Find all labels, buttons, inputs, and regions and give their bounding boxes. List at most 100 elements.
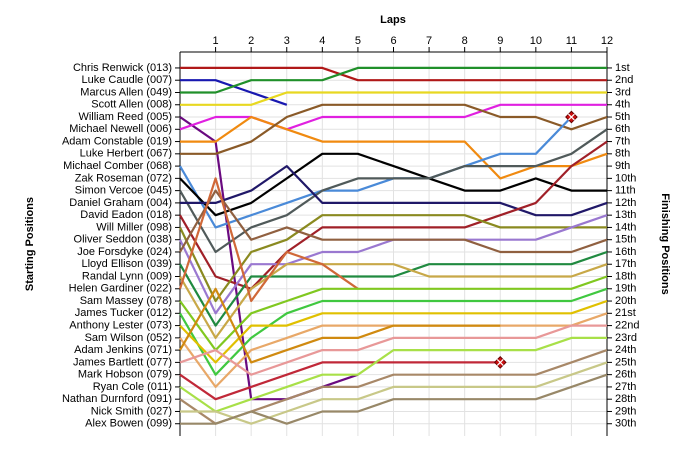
y2-tick-label: 3rd	[615, 86, 631, 98]
starting-label: Nathan Durnford (091)	[62, 393, 172, 405]
driver-line	[179, 336, 607, 413]
x-tick-label: 3	[284, 35, 290, 47]
retired-cross	[567, 113, 575, 121]
starting-label: William Reed (005)	[78, 111, 172, 123]
y2-tick-label: 5th	[615, 111, 630, 123]
retired-cross	[496, 358, 504, 366]
y2-tick-label: 26th	[615, 369, 636, 381]
starting-label: Chris Renwick (013)	[73, 62, 172, 74]
y2-tick-label: 12th	[615, 197, 636, 209]
y2-tick-label: 22nd	[615, 319, 639, 331]
starting-label: Michael Newell (006)	[69, 123, 172, 135]
y2-tick-label: 29th	[615, 405, 636, 417]
starting-label: Randal Lynn (009)	[82, 270, 172, 282]
starting-label: Joe Forsdyke (024)	[77, 246, 172, 258]
starting-label: James Tucker (012)	[75, 307, 172, 319]
starting-label: David Eadon (018)	[80, 209, 172, 221]
driver-line	[179, 152, 607, 217]
starting-label: Nick Smith (027)	[91, 405, 172, 417]
driver-line	[180, 91, 607, 106]
y2-tick-label: 24th	[615, 344, 636, 356]
driver-line	[179, 299, 608, 364]
driver-line	[179, 324, 607, 376]
y2-tick-label: 10th	[615, 172, 636, 184]
starting-label: Sam Wilson (052)	[85, 332, 172, 344]
driver-line	[180, 66, 607, 82]
x-tick-label: 11	[566, 35, 577, 47]
y2-tick-label: 28th	[615, 393, 636, 405]
driver-line	[180, 66, 607, 94]
x-tick-label: 5	[355, 35, 361, 47]
y2-tick-label: 8th	[615, 148, 630, 160]
driver-line	[179, 250, 608, 327]
driver-line	[179, 287, 608, 376]
driver-line	[179, 128, 608, 254]
y2-tick-label: 25th	[615, 356, 636, 368]
driver-line	[178, 177, 359, 303]
chart-title: Laps	[380, 14, 406, 26]
y2-tick-label: 23rd	[615, 332, 637, 344]
driver-line	[179, 287, 501, 364]
x-tick-label: 6	[390, 35, 396, 47]
y2-tick-label: 18th	[615, 270, 636, 282]
starting-label: Sam Massey (078)	[80, 295, 172, 307]
x-tick-label: 12	[601, 35, 613, 47]
y2-tick-label: 16th	[615, 246, 636, 258]
starting-label: Mark Hobson (079)	[78, 369, 172, 381]
y2-tick-label: 17th	[615, 258, 636, 270]
y2-tick-label: 20th	[615, 295, 636, 307]
y2-tick-label: 1st	[615, 62, 630, 74]
starting-label: Will Miller (098)	[96, 221, 172, 233]
x-tick-label: 8	[462, 35, 468, 47]
y2-tick-label: 19th	[615, 283, 636, 295]
starting-label: Simon Vercoe (045)	[75, 185, 172, 197]
starting-label: Adam Jenkins (071)	[74, 344, 172, 356]
driver-line	[179, 116, 359, 401]
starting-label: Adam Constable (019)	[62, 135, 172, 147]
x-tick-label: 10	[530, 35, 542, 47]
starting-label: Zak Roseman (072)	[75, 172, 172, 184]
y2-axis-label: Finishing Positions	[659, 193, 671, 294]
starting-label: Scott Allen (008)	[91, 99, 172, 111]
starting-label: Michael Comber (068)	[63, 160, 172, 172]
y2-tick-label: 7th	[615, 135, 630, 147]
driver-line	[180, 361, 608, 425]
y2-tick-label: 27th	[615, 381, 636, 393]
starting-label: Luke Caudle (007)	[81, 74, 172, 86]
y-axis-label: Starting Positions	[24, 197, 36, 291]
y2-tick-label: 11th	[615, 185, 636, 197]
x-tick-label: 4	[319, 35, 325, 47]
y2-tick-label: 21st	[615, 307, 636, 319]
y2-tick-label: 15th	[615, 234, 636, 246]
driver-line	[180, 165, 608, 217]
y2-tick-label: 13th	[615, 209, 636, 221]
driver-line	[179, 116, 573, 229]
starting-label: Oliver Seddon (038)	[74, 234, 172, 246]
driver-line	[180, 103, 608, 155]
starting-label: Lloyd Ellison (039)	[82, 258, 173, 270]
y2-tick-label: 6th	[615, 123, 630, 135]
y2-tick-label: 30th	[615, 418, 636, 430]
x-tick-label: 9	[497, 35, 503, 47]
driver-line	[179, 361, 501, 401]
y2-tick-label: 2nd	[615, 74, 633, 86]
x-tick-label: 7	[426, 35, 432, 47]
x-tick-label: 1	[213, 35, 219, 47]
y2-tick-label: 9th	[615, 160, 630, 172]
starting-label: Anthony Lester (073)	[69, 319, 172, 331]
driver-line	[179, 189, 608, 254]
x-tick-label: 2	[248, 35, 254, 47]
starting-label: Marcus Allen (049)	[80, 86, 172, 98]
starting-label: Helen Gardiner (022)	[69, 283, 172, 295]
starting-label: James Bartlett (077)	[73, 356, 172, 368]
driver-line	[179, 214, 607, 303]
starting-label: Alex Bowen (099)	[85, 418, 172, 430]
y2-tick-label: 4th	[615, 99, 630, 111]
starting-label: Ryan Cole (011)	[93, 381, 172, 393]
starting-label: Luke Herbert (067)	[80, 148, 172, 160]
driver-line	[179, 263, 608, 339]
starting-label: Daniel Graham (004)	[69, 197, 172, 209]
driver-line	[179, 275, 608, 352]
driver-line	[180, 373, 608, 425]
